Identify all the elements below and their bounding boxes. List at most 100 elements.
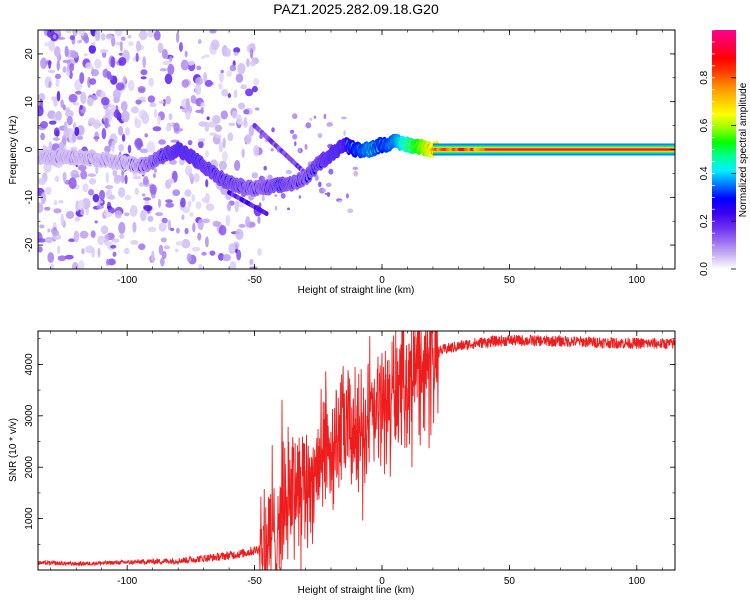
spectrogram-noise-blob [118, 143, 125, 152]
spectrogram-noise-blob [219, 71, 224, 84]
spectrogram-noise-blob [118, 222, 126, 234]
spectrogram-noise-blob [280, 192, 286, 199]
spectrogram-noise-blob [62, 59, 72, 64]
spectrogram-noise-blob [43, 30, 48, 36]
spectrogram-noise-blob [132, 175, 142, 180]
spectrogram-noise-blob [192, 222, 196, 233]
spectrogram-noise-blob [227, 201, 232, 212]
spectrogram-noise-blob [106, 258, 110, 266]
spectrogram-noise-blob [222, 254, 231, 262]
spectrogram-noise-blob [74, 216, 81, 222]
spectrogram-noise-blob [158, 222, 167, 232]
spectrogram-noise-blob [274, 205, 278, 211]
x-tick-label: 50 [504, 576, 516, 587]
spectrogram-noise-blob [74, 126, 80, 137]
spectrogram-noise-blob [53, 199, 58, 206]
x-tick-label: 100 [628, 576, 645, 587]
spectrogram-noise-blob [225, 214, 231, 227]
colorbar-tick-label: 0.4 [699, 166, 710, 180]
spectrogram-noise-blob [40, 132, 45, 141]
spectrogram-noise-blob [245, 133, 252, 145]
y-tick-label: 1000 [24, 507, 35, 530]
spectrogram-noise-blob [52, 137, 60, 141]
spectrogram-noise-blob [48, 39, 56, 52]
spectrogram-noise-blob [274, 194, 278, 197]
spectrogram-noise-blob [147, 215, 154, 222]
spectrogram-noise-blob [180, 197, 186, 208]
spectrogram-noise-blob [246, 44, 252, 53]
spectrogram-noise-blob [53, 208, 62, 214]
spectrogram-noise-blob [48, 81, 52, 88]
spectrogram-noise-blob [80, 210, 85, 216]
spectrogram-noise-blob [181, 238, 191, 249]
spectrogram-noise-blob [51, 230, 60, 237]
spectrogram-noise-blob [138, 243, 146, 250]
spectrogram-noise-blob [249, 60, 256, 67]
spectrogram-noise-blob [47, 228, 51, 233]
spectrogram-noise-blob [155, 212, 164, 217]
figure-title: PAZ1.2025.282.09.18.G20 [273, 1, 439, 17]
spectrogram-noise-blob [135, 40, 142, 52]
spectrogram-noise-blob [90, 230, 96, 239]
spectrogram-ridge-band [432, 148, 675, 151]
spectrogram-noise-blob [243, 109, 250, 115]
spectrogram-noise-blob [178, 42, 183, 53]
spectrogram-noise-blob [124, 194, 132, 201]
spectrogram-noise-blob [80, 170, 88, 180]
spectrogram-noise-blob [173, 122, 180, 132]
spectrogram-noise-blob [151, 250, 155, 263]
spectrogram-noise-blob [197, 138, 204, 142]
spectrogram-feature-blob [264, 211, 269, 217]
spectrogram-noise-blob [129, 204, 138, 217]
spectrogram-noise-blob [180, 59, 189, 71]
spectrogram-noise-blob [88, 44, 97, 54]
spectrogram-noise-blob [257, 216, 261, 224]
spectrogram-noise-blob [152, 173, 157, 179]
spectrogram-noise-blob [78, 39, 82, 44]
spectrogram-noise-blob [254, 107, 260, 111]
spectrogram-noise-blob [165, 199, 173, 204]
spectrogram-noise-blob [204, 121, 210, 132]
spectrogram-noise-blob [309, 117, 313, 121]
spectrogram-noise-blob [248, 124, 255, 137]
spectrogram-noise-blob [48, 141, 52, 149]
spectrogram-noise-blob [48, 59, 52, 70]
spectrogram-noise-blob [162, 98, 166, 107]
spectrogram-noise-blob [114, 210, 123, 219]
spectrogram-noise-blob [253, 78, 260, 86]
spectrogram-noise-blob [110, 244, 117, 249]
y-tick-label: -10 [24, 190, 35, 205]
spectrogram-noise-blob [326, 121, 334, 127]
spectrogram-noise-blob [69, 62, 75, 72]
spectrogram-noise-blob [149, 30, 155, 35]
spectrogram-noise-blob [69, 35, 76, 41]
spectrogram-noise-blob [285, 169, 293, 175]
spectrogram-noise-blob [190, 94, 197, 104]
spectrogram-noise-blob [169, 227, 175, 232]
spectrogram-noise-blob [76, 135, 84, 140]
spectrogram-noise-blob [105, 185, 114, 190]
spectrogram-noise-blob [206, 116, 210, 121]
spectrogram-noise-blob [187, 139, 193, 146]
spectrogram-noise-blob [83, 35, 90, 44]
spectrogram-noise-blob [71, 261, 79, 269]
spectrogram-noise-blob [263, 165, 267, 171]
spectrogram-noise-blob [140, 76, 147, 80]
spectrogram-noise-blob [92, 119, 101, 130]
spectrogram-noise-blob [271, 127, 275, 133]
spectrogram-noise-blob [245, 216, 251, 228]
spectrogram-noise-blob [85, 245, 94, 254]
spectrogram-noise-blob [188, 172, 193, 180]
spectrogram-noise-blob [197, 219, 204, 231]
spectrogram-noise-blob [236, 249, 242, 261]
spectrogram-noise-blob [66, 71, 71, 77]
spectrogram-noise-blob [201, 218, 211, 224]
spectrogram-noise-blob [147, 95, 156, 103]
spectrogram-noise-blob [235, 228, 244, 240]
spectrogram-noise-blob [139, 148, 149, 154]
spectrogram-noise-blob [117, 125, 124, 136]
spectrogram-noise-blob [75, 200, 80, 212]
spectrogram-noise-blob [120, 110, 130, 123]
